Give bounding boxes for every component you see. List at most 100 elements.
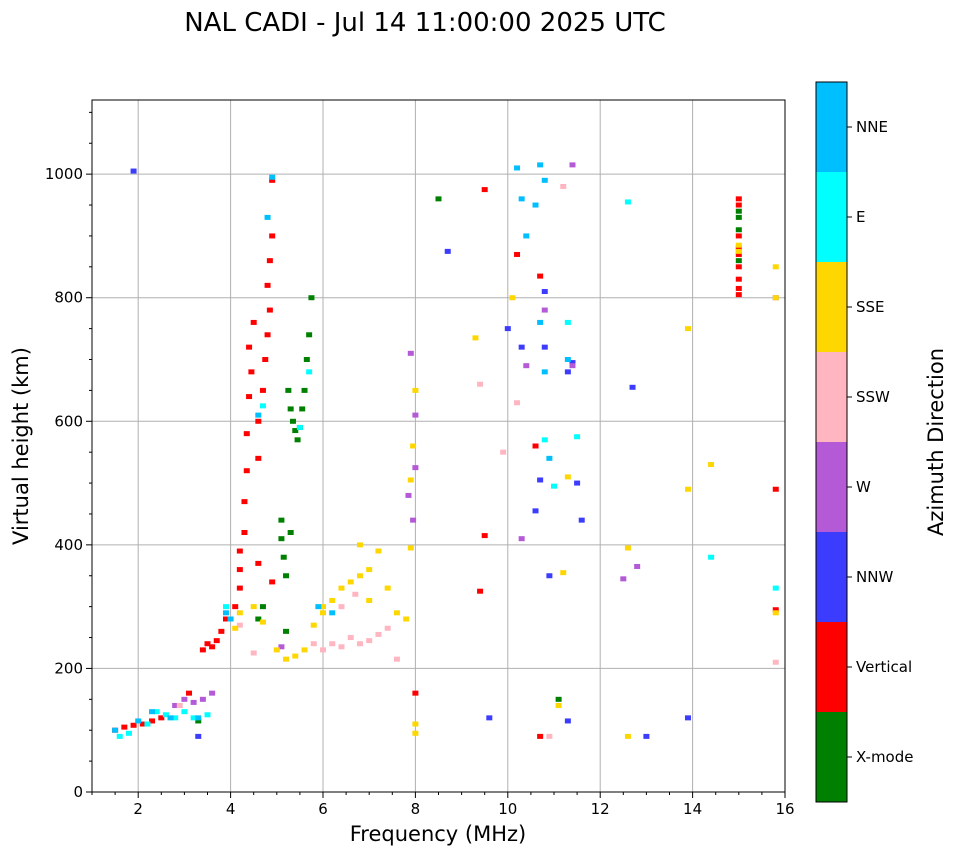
colorbar-swatch (816, 712, 847, 802)
data-point-ssw (384, 625, 391, 631)
data-point-vertical (537, 733, 544, 739)
colorbar-label: SSE (856, 298, 885, 316)
data-point-vertical (121, 724, 128, 730)
data-point-w (199, 696, 206, 702)
data-point-nnw (444, 248, 451, 254)
colorbar-swatch (816, 82, 847, 172)
data-point-vertical (236, 548, 243, 554)
data-point-ssw (546, 733, 553, 739)
data-point-nnw (569, 360, 576, 366)
data-point-nne (269, 174, 276, 180)
colorbar-title: Azimuth Direction (924, 348, 948, 536)
data-point-ssw (366, 638, 373, 644)
data-point-sse (412, 387, 419, 393)
data-point-x-mode (285, 387, 292, 393)
data-point-ssw (250, 650, 257, 656)
data-point-e (116, 733, 123, 739)
data-point-e (551, 483, 557, 489)
data-point-x-mode (287, 406, 294, 412)
data-point-vertical (259, 387, 266, 393)
data-point-vertical (735, 202, 742, 208)
x-tick-label: 8 (411, 800, 421, 818)
data-point-sse (375, 548, 382, 554)
data-point-sse (273, 647, 280, 653)
data-point-vertical (158, 715, 165, 721)
data-point-vertical (246, 394, 253, 400)
data-point-nne (514, 165, 521, 171)
data-point-ssw (352, 591, 359, 597)
data-point-nne (532, 202, 539, 208)
data-point-x-mode (289, 418, 296, 424)
data-point-ssw (236, 622, 243, 628)
data-point-sse (735, 248, 742, 254)
colorbar-label: NNE (856, 118, 888, 136)
y-tick-label: 400 (54, 536, 83, 554)
data-point-vertical (735, 245, 742, 251)
data-point-sse (772, 295, 779, 301)
data-point-x-mode (303, 357, 310, 362)
data-point-w (412, 412, 419, 418)
data-point-sse (772, 610, 779, 616)
data-point-nne (523, 233, 530, 239)
data-point-ssw (338, 644, 345, 650)
x-tick-label: 2 (133, 800, 143, 818)
colorbar-label: E (856, 208, 865, 226)
data-point-vertical (243, 468, 250, 474)
data-point-nnw (546, 573, 553, 579)
data-point-vertical (481, 533, 488, 539)
data-point-nne (264, 214, 271, 220)
data-point-sse (384, 585, 391, 591)
colorbar-label: W (856, 478, 871, 496)
data-point-vertical (255, 418, 262, 424)
data-point-vertical (204, 641, 211, 647)
data-point-sse (624, 733, 631, 739)
colorbar-swatch (816, 622, 847, 712)
data-point-x-mode (259, 604, 266, 610)
data-point-nnw (541, 289, 548, 295)
data-point-ssw (310, 641, 317, 647)
data-point-vertical (248, 369, 255, 375)
data-point-e (125, 730, 132, 736)
data-point-w (569, 162, 576, 168)
data-point-nne (537, 319, 544, 325)
colorbar-frame (815, 81, 848, 803)
data-point-e (574, 434, 581, 440)
data-point-e (153, 709, 160, 715)
data-point-vertical (139, 721, 146, 727)
x-tick-label: 16 (775, 800, 794, 818)
data-point-sse (329, 597, 336, 603)
data-point-vertical (218, 628, 225, 634)
data-point-x-mode (735, 208, 742, 214)
data-point-e (564, 319, 571, 325)
data-point-ssw (338, 604, 345, 610)
data-point-w (278, 644, 285, 650)
data-point-sse (292, 653, 299, 659)
data-point-sse (684, 486, 691, 492)
x-tick-label: 4 (226, 800, 236, 818)
data-point-w (620, 576, 627, 582)
data-point-vertical (269, 233, 276, 239)
data-point-sse (509, 295, 516, 301)
data-point-ssw (500, 449, 507, 455)
y-tick-label: 800 (54, 289, 83, 307)
data-point-vertical (186, 690, 193, 696)
data-point-x-mode (278, 536, 285, 542)
colorbar-swatch (816, 442, 847, 532)
data-point-nnw (532, 508, 539, 514)
data-point-x-mode (301, 387, 308, 393)
data-point-nne (518, 196, 525, 202)
data-point-sse (735, 242, 742, 248)
data-point-nnw (629, 384, 636, 390)
data-point-vertical (236, 585, 243, 591)
data-point-vertical (514, 251, 521, 257)
x-tick-label: 6 (318, 800, 328, 818)
data-point-nnw (684, 715, 691, 721)
data-point-nne (537, 162, 544, 168)
data-point-nnw (643, 733, 650, 739)
data-point-sse (684, 326, 691, 332)
data-point-vertical (269, 177, 276, 183)
data-point-vertical (243, 431, 250, 437)
colorbar-label: NNW (856, 568, 893, 586)
data-point-sse (560, 570, 567, 576)
data-point-x-mode (299, 406, 306, 412)
